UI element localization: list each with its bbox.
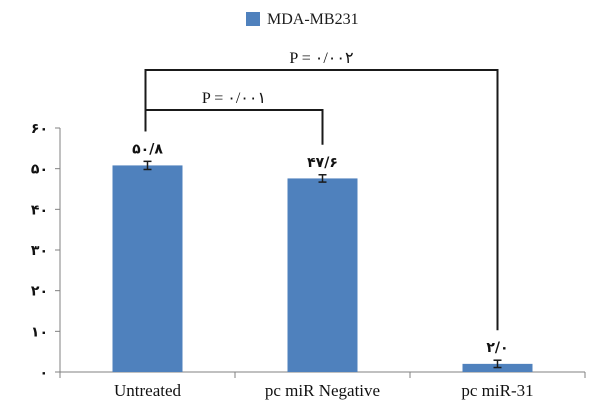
- significance-brackets: P = ۰/۰۰۱ P = ۰/۰۰۲: [144, 50, 499, 331]
- p-value-label: P = ۰/۰۰۱: [202, 90, 266, 107]
- y-tick-label: ۳۰: [31, 243, 48, 259]
- data-label: ۵۰/۸: [132, 141, 163, 157]
- bar: [112, 165, 183, 372]
- y-tick-label: ۶۰: [31, 121, 48, 137]
- data-label: ۲/۰: [486, 340, 508, 356]
- legend-swatch: [246, 12, 260, 26]
- y-tick-label: ۲۰: [31, 284, 48, 300]
- legend-label: MDA-MB231: [267, 11, 359, 28]
- y-tick-label: ۴۰: [31, 202, 48, 218]
- y-tick-label: ۱۰: [31, 324, 48, 340]
- p-value-label: P = ۰/۰۰۲: [289, 50, 353, 67]
- significance-bracket: [144, 69, 499, 331]
- y-tick-label: ۵۰: [31, 162, 48, 178]
- significance-bracket: [144, 109, 324, 145]
- category-label: pc miR Negative: [265, 381, 380, 400]
- data-label: ۴۷/۶: [307, 155, 338, 171]
- bar: [287, 178, 358, 372]
- y-tick-label: ۰: [39, 365, 48, 381]
- y-axis-ticks: ۰ ۱۰ ۲۰ ۳۰ ۴۰ ۵۰ ۶۰: [31, 121, 60, 381]
- legend: MDA-MB231: [246, 11, 359, 28]
- bars: ۵۰/۸ Untreated ۴۷/۶ pc miR Negative ۲/۰ pc mi…: [112, 141, 534, 400]
- category-label: Untreated: [114, 381, 182, 400]
- category-label: pc miR-31: [461, 381, 533, 400]
